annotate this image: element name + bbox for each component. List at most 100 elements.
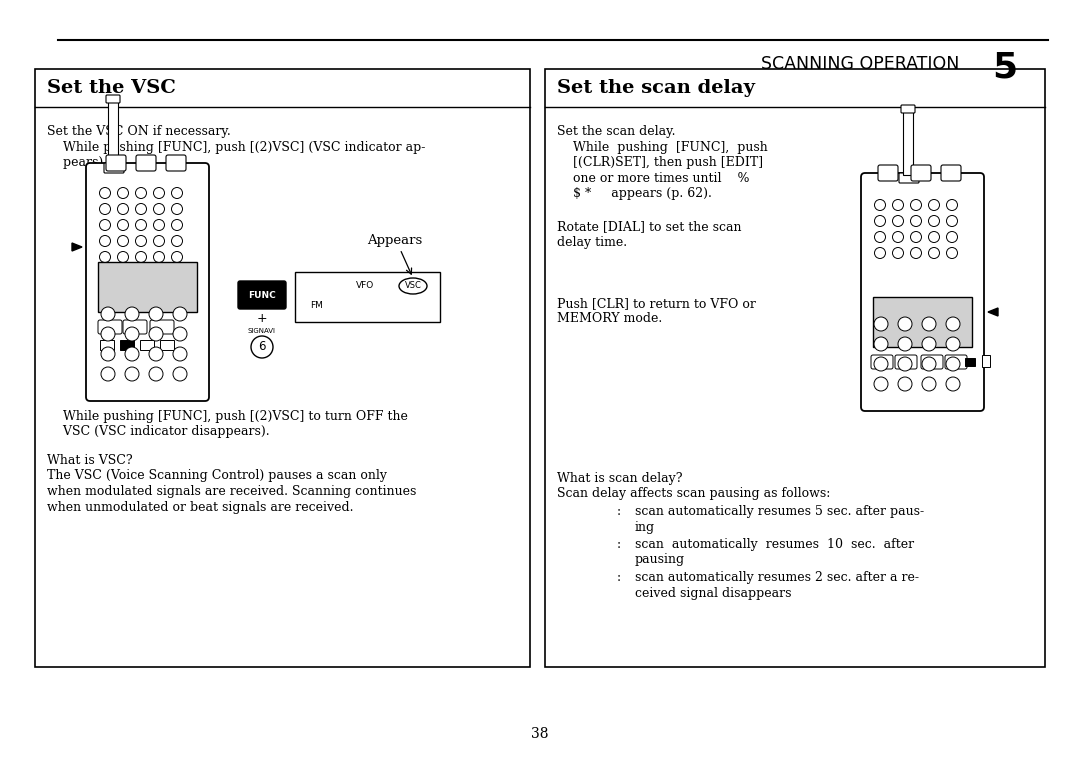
Polygon shape: [988, 308, 998, 316]
Bar: [160, 340, 174, 350]
Circle shape: [910, 216, 921, 226]
FancyBboxPatch shape: [238, 281, 286, 309]
Circle shape: [149, 307, 163, 321]
FancyBboxPatch shape: [106, 95, 120, 103]
Circle shape: [874, 317, 888, 331]
Text: ing: ing: [635, 520, 656, 533]
Bar: [903, 110, 913, 175]
Circle shape: [874, 377, 888, 391]
Circle shape: [153, 235, 164, 246]
Circle shape: [135, 219, 147, 230]
Text: when unmodulated or beat signals are received.: when unmodulated or beat signals are rec…: [48, 501, 353, 514]
Circle shape: [929, 200, 940, 210]
Text: VFO: VFO: [356, 281, 374, 290]
Text: Rotate [DIAL] to set the scan: Rotate [DIAL] to set the scan: [557, 220, 742, 233]
Circle shape: [149, 347, 163, 361]
Text: Set the VSC: Set the VSC: [48, 79, 176, 97]
Circle shape: [922, 317, 936, 331]
Circle shape: [922, 357, 936, 371]
FancyBboxPatch shape: [86, 163, 210, 401]
Text: FM: FM: [311, 302, 323, 310]
Circle shape: [99, 219, 110, 230]
Circle shape: [875, 248, 886, 258]
Circle shape: [118, 219, 129, 230]
Text: SIGNAVI: SIGNAVI: [248, 328, 276, 334]
Text: Scan delay affects scan pausing as follows:: Scan delay affects scan pausing as follo…: [557, 488, 831, 501]
Circle shape: [946, 216, 958, 226]
FancyBboxPatch shape: [895, 355, 917, 369]
FancyBboxPatch shape: [878, 165, 897, 181]
Bar: [35, 69, 530, 667]
Text: scan automatically resumes 5 sec. after paus-: scan automatically resumes 5 sec. after …: [635, 505, 924, 518]
FancyBboxPatch shape: [912, 165, 931, 181]
Circle shape: [173, 327, 187, 341]
Bar: [120, 340, 134, 350]
Text: While  pushing  [FUNC],  push: While pushing [FUNC], push: [557, 140, 768, 153]
Text: [(CLR)SET], then push [EDIT]: [(CLR)SET], then push [EDIT]: [557, 156, 764, 169]
FancyBboxPatch shape: [921, 355, 943, 369]
Circle shape: [922, 377, 936, 391]
Circle shape: [910, 232, 921, 242]
Circle shape: [875, 200, 886, 210]
Circle shape: [910, 200, 921, 210]
Circle shape: [125, 367, 139, 381]
Circle shape: [892, 216, 904, 226]
FancyBboxPatch shape: [941, 165, 961, 181]
Circle shape: [892, 200, 904, 210]
Circle shape: [897, 317, 912, 331]
Circle shape: [251, 336, 273, 358]
Bar: [140, 340, 154, 350]
Text: 6: 6: [258, 341, 266, 354]
Text: ceived signal disappears: ceived signal disappears: [635, 587, 792, 600]
Circle shape: [929, 248, 940, 258]
FancyBboxPatch shape: [861, 173, 984, 411]
Circle shape: [172, 187, 183, 198]
Circle shape: [922, 337, 936, 351]
FancyBboxPatch shape: [136, 155, 156, 171]
Circle shape: [897, 337, 912, 351]
Circle shape: [946, 337, 960, 351]
Text: The VSC (Voice Scanning Control) pauses a scan only: The VSC (Voice Scanning Control) pauses …: [48, 469, 387, 482]
Circle shape: [125, 347, 139, 361]
Bar: [108, 100, 118, 165]
Circle shape: [135, 251, 147, 262]
Circle shape: [102, 307, 114, 321]
Bar: [98, 262, 197, 312]
Circle shape: [172, 219, 183, 230]
Bar: [545, 69, 1045, 667]
Text: While pushing [FUNC], push [(2)VSC] to turn OFF the: While pushing [FUNC], push [(2)VSC] to t…: [48, 410, 408, 423]
Circle shape: [946, 317, 960, 331]
Circle shape: [153, 203, 164, 214]
Text: one or more times until    %: one or more times until %: [557, 171, 750, 184]
FancyBboxPatch shape: [150, 320, 174, 334]
Circle shape: [135, 235, 147, 246]
Circle shape: [172, 251, 183, 262]
Circle shape: [874, 357, 888, 371]
Circle shape: [135, 187, 147, 198]
Circle shape: [892, 248, 904, 258]
Circle shape: [149, 367, 163, 381]
Circle shape: [172, 235, 183, 246]
Circle shape: [946, 357, 960, 371]
Text: 38: 38: [531, 727, 549, 741]
Circle shape: [102, 367, 114, 381]
Text: scan automatically resumes 2 sec. after a re-: scan automatically resumes 2 sec. after …: [635, 571, 919, 584]
Circle shape: [173, 347, 187, 361]
Circle shape: [149, 327, 163, 341]
Circle shape: [929, 216, 940, 226]
Circle shape: [173, 307, 187, 321]
Circle shape: [897, 357, 912, 371]
Circle shape: [153, 187, 164, 198]
Text: While pushing [FUNC], push [(2)VSC] (VSC indicator ap-: While pushing [FUNC], push [(2)VSC] (VSC…: [48, 140, 426, 153]
Circle shape: [874, 337, 888, 351]
Circle shape: [875, 232, 886, 242]
Circle shape: [172, 203, 183, 214]
Circle shape: [118, 203, 129, 214]
Text: What is scan delay?: What is scan delay?: [557, 472, 683, 485]
Circle shape: [929, 232, 940, 242]
FancyBboxPatch shape: [98, 320, 122, 334]
Text: $ *     appears (p. 62).: $ * appears (p. 62).: [557, 187, 712, 200]
Text: :: :: [617, 538, 621, 551]
Circle shape: [99, 251, 110, 262]
Bar: [295, 272, 440, 322]
